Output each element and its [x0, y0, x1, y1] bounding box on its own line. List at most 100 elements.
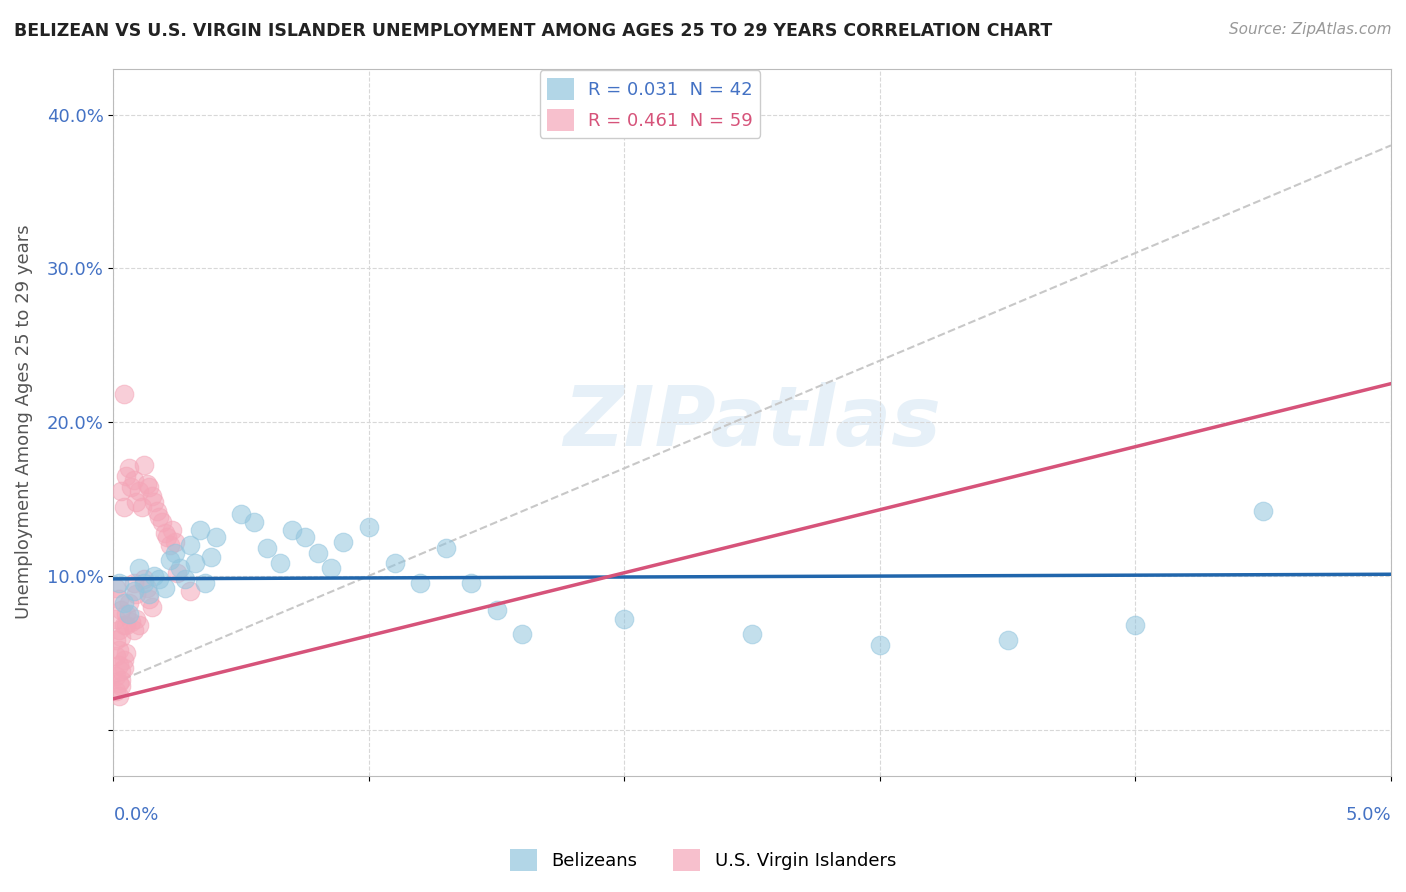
Point — [112, 500, 135, 514]
Point — [409, 576, 432, 591]
Point — [143, 495, 166, 509]
Point — [105, 633, 128, 648]
Point — [307, 546, 329, 560]
Point — [141, 599, 163, 614]
Point — [332, 535, 354, 549]
Point — [231, 508, 253, 522]
Point — [194, 576, 217, 591]
Point — [110, 630, 132, 644]
Y-axis label: Unemployment Among Ages 25 to 29 years: Unemployment Among Ages 25 to 29 years — [15, 225, 32, 619]
Point — [118, 461, 141, 475]
Point — [107, 642, 129, 657]
Point — [105, 581, 128, 595]
Point — [150, 515, 173, 529]
Point — [120, 615, 142, 629]
Point — [166, 566, 188, 580]
Point — [138, 480, 160, 494]
Text: Source: ZipAtlas.com: Source: ZipAtlas.com — [1229, 22, 1392, 37]
Point — [204, 530, 226, 544]
Point — [112, 618, 135, 632]
Text: 5.0%: 5.0% — [1346, 806, 1391, 824]
Point — [128, 484, 150, 499]
Point — [131, 500, 153, 514]
Legend: R = 0.031  N = 42, R = 0.461  N = 59: R = 0.031 N = 42, R = 0.461 N = 59 — [540, 70, 761, 138]
Point — [613, 612, 636, 626]
Point — [115, 618, 138, 632]
Point — [146, 504, 169, 518]
Point — [163, 535, 186, 549]
Point — [460, 576, 482, 591]
Point — [110, 673, 132, 688]
Text: BELIZEAN VS U.S. VIRGIN ISLANDER UNEMPLOYMENT AMONG AGES 25 TO 29 YEARS CORRELAT: BELIZEAN VS U.S. VIRGIN ISLANDER UNEMPLO… — [14, 22, 1052, 40]
Point — [294, 530, 316, 544]
Point — [105, 684, 128, 698]
Point — [143, 568, 166, 582]
Point — [115, 468, 138, 483]
Point — [125, 587, 148, 601]
Point — [510, 627, 533, 641]
Point — [110, 664, 132, 678]
Point — [107, 623, 129, 637]
Point — [190, 523, 212, 537]
Point — [112, 597, 135, 611]
Point — [128, 618, 150, 632]
Point — [741, 627, 763, 641]
Point — [138, 591, 160, 606]
Point — [159, 538, 181, 552]
Point — [156, 530, 179, 544]
Point — [107, 591, 129, 606]
Point — [319, 561, 342, 575]
Point — [112, 661, 135, 675]
Point — [134, 458, 156, 472]
Point — [105, 648, 128, 663]
Point — [122, 576, 145, 591]
Point — [384, 557, 406, 571]
Point — [485, 602, 508, 616]
Text: ZIPatlas: ZIPatlas — [564, 382, 941, 463]
Point — [184, 557, 207, 571]
Point — [122, 623, 145, 637]
Point — [134, 576, 156, 591]
Point — [148, 510, 170, 524]
Legend: Belizeans, U.S. Virgin Islanders: Belizeans, U.S. Virgin Islanders — [502, 842, 904, 879]
Point — [120, 480, 142, 494]
Point — [153, 525, 176, 540]
Point — [107, 689, 129, 703]
Point — [125, 495, 148, 509]
Point — [118, 607, 141, 622]
Point — [125, 612, 148, 626]
Point — [122, 474, 145, 488]
Point — [118, 597, 141, 611]
Point — [1251, 504, 1274, 518]
Point — [105, 669, 128, 683]
Point — [110, 484, 132, 499]
Text: 0.0%: 0.0% — [114, 806, 159, 824]
Point — [134, 572, 156, 586]
Point — [200, 550, 222, 565]
Point — [115, 646, 138, 660]
Point — [135, 581, 157, 595]
Point — [138, 587, 160, 601]
Point — [107, 676, 129, 690]
Point — [110, 602, 132, 616]
Point — [169, 561, 191, 575]
Point — [243, 515, 266, 529]
Point — [162, 523, 184, 537]
Point — [869, 638, 891, 652]
Point — [112, 653, 135, 667]
Point — [357, 519, 380, 533]
Point — [163, 546, 186, 560]
Point — [174, 572, 197, 586]
Point — [281, 523, 304, 537]
Point — [997, 633, 1019, 648]
Point — [269, 557, 291, 571]
Point — [153, 581, 176, 595]
Point — [115, 607, 138, 622]
Point — [179, 584, 201, 599]
Point — [112, 387, 135, 401]
Point — [122, 584, 145, 599]
Point — [107, 657, 129, 672]
Point — [128, 561, 150, 575]
Point — [135, 476, 157, 491]
Point — [110, 680, 132, 694]
